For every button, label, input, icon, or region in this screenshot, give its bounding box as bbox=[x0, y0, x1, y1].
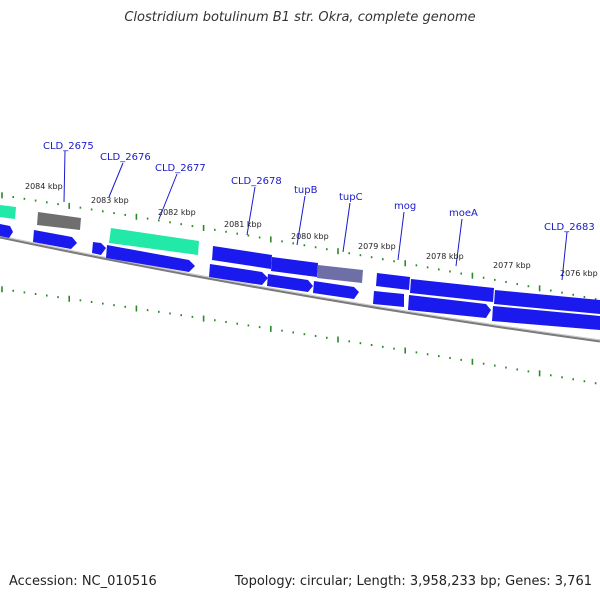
kbp-label: 2083 kbp bbox=[91, 196, 129, 205]
gene-arrow[interactable] bbox=[408, 295, 491, 318]
kbp-label: 2078 kbp bbox=[426, 252, 464, 261]
forward-strand-genes bbox=[0, 205, 600, 314]
gene-feature-cds[interactable] bbox=[212, 246, 272, 269]
gene-feature-cds[interactable] bbox=[410, 279, 494, 302]
gene-arrow[interactable] bbox=[267, 274, 313, 292]
inner-tick-row bbox=[1, 286, 597, 385]
gene-label-cld-2683[interactable]: CLD_2683 bbox=[544, 222, 595, 233]
gene-feature-pseudo[interactable] bbox=[37, 212, 81, 230]
genome-backbone-highlight bbox=[0, 235, 600, 341]
gene-label-cld-2678[interactable]: CLD_2678 bbox=[231, 176, 282, 187]
gene-arrow[interactable] bbox=[0, 224, 13, 238]
gene-feature-pseudo[interactable] bbox=[317, 265, 363, 283]
gene-label-cld-2675[interactable]: CLD_2675 bbox=[43, 141, 94, 152]
map-title: Clostridium botulinum B1 str. Okra, comp… bbox=[124, 10, 476, 25]
coordinate-labels: 2084 kbp 2083 kbp 2082 kbp 2081 kbp 2080… bbox=[25, 182, 598, 278]
gene-label-tupb[interactable]: tupB bbox=[294, 185, 318, 196]
kbp-label: 2081 kbp bbox=[224, 220, 262, 229]
genome-backbone bbox=[0, 235, 600, 343]
kbp-label: 2077 kbp bbox=[493, 261, 531, 270]
reverse-strand-genes bbox=[0, 224, 600, 330]
kbp-label: 2084 kbp bbox=[25, 182, 63, 191]
gene-arrow[interactable] bbox=[92, 242, 106, 255]
gene-feature-rna[interactable] bbox=[109, 228, 199, 255]
gene-arrow[interactable] bbox=[33, 230, 77, 249]
gene-labels: CLD_2675 CLD_2676 CLD_2677 CLD_2678 tupB… bbox=[43, 141, 595, 233]
genome-summary-text: Topology: circular; Length: 3,958,233 bp… bbox=[234, 574, 592, 589]
gene-feature-cds[interactable] bbox=[271, 257, 318, 277]
accession-text: Accession: NC_010516 bbox=[9, 574, 157, 589]
gene-arrow[interactable] bbox=[492, 306, 600, 330]
kbp-label: 2076 kbp bbox=[560, 269, 598, 278]
gene-label-leaders bbox=[63, 150, 568, 281]
gene-label-cld-2677[interactable]: CLD_2677 bbox=[155, 163, 206, 174]
gene-label-mog[interactable]: mog bbox=[394, 201, 416, 212]
gene-arrow[interactable] bbox=[313, 281, 359, 299]
outer-tick-row bbox=[1, 192, 597, 301]
kbp-label: 2080 kbp bbox=[291, 232, 329, 241]
gene-label-moea[interactable]: moeA bbox=[449, 208, 478, 219]
kbp-label: 2079 kbp bbox=[358, 242, 396, 251]
gene-feature-cds[interactable] bbox=[494, 290, 600, 314]
gene-feature-cds[interactable] bbox=[376, 273, 410, 290]
gene-arrow[interactable] bbox=[209, 264, 268, 285]
gene-feature-rna[interactable] bbox=[0, 205, 16, 219]
gene-arrow[interactable] bbox=[373, 291, 404, 307]
gene-label-tupc[interactable]: tupC bbox=[339, 192, 363, 203]
kbp-label: 2082 kbp bbox=[158, 208, 196, 217]
gene-arrow[interactable] bbox=[106, 245, 195, 272]
gene-label-cld-2676[interactable]: CLD_2676 bbox=[100, 152, 151, 163]
